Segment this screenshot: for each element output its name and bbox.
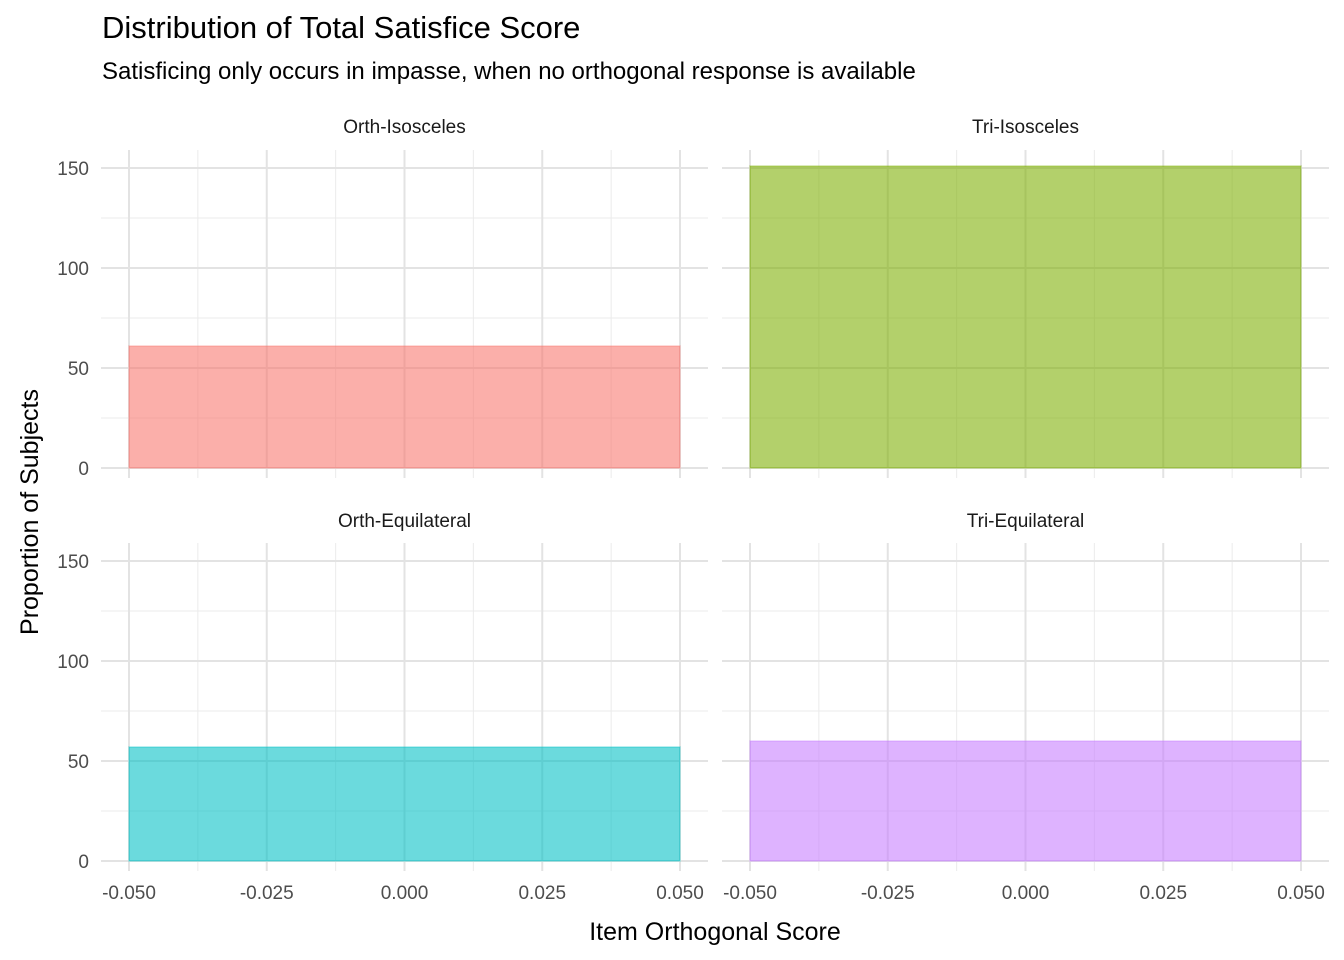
bar xyxy=(749,165,1302,469)
y-tick-label: 0 xyxy=(78,852,89,873)
chart-subtitle: Satisficing only occurs in impasse, when… xyxy=(102,58,916,85)
y-tick-label: 0 xyxy=(78,459,89,480)
facet-strip-label: Orth-Equilateral xyxy=(338,511,471,532)
bar xyxy=(749,740,1302,862)
x-axis-label: Item Orthogonal Score xyxy=(589,918,841,946)
x-tick-label: 0.000 xyxy=(381,883,429,904)
chart-title: Distribution of Total Satisfice Score xyxy=(102,10,581,45)
y-tick-label: 50 xyxy=(68,359,89,380)
facet-panels: Orth-Isosceles 0 50 100 150 Tri-Isosceles Orth… xyxy=(57,117,1329,904)
facet-panel: Orth-Isosceles 0 50 100 150 xyxy=(57,117,708,480)
y-tick-label: 150 xyxy=(57,552,89,573)
y-tick-label: 100 xyxy=(57,259,89,280)
facet-strip-label: Tri-Isosceles xyxy=(972,117,1079,138)
y-tick-label: 150 xyxy=(57,159,89,180)
facet-panel: Tri-Isosceles xyxy=(722,117,1329,478)
x-tick-label: -0.050 xyxy=(102,883,156,904)
bar xyxy=(128,746,681,862)
facet-panel: Orth-Equilateral 0 50 100 150 -0.050 -0.025 0.0… xyxy=(57,511,708,904)
facet-panel: Tri-Equilateral -0.050 -0.025 0.000 0.025 0.0… xyxy=(722,511,1329,904)
x-tick-label: 0.025 xyxy=(518,883,566,904)
facet-strip-label: Tri-Equilateral xyxy=(967,511,1085,532)
bar xyxy=(128,345,681,469)
x-tick-label: -0.025 xyxy=(861,883,915,904)
x-tick-label: 0.025 xyxy=(1139,883,1187,904)
x-tick-label: 0.000 xyxy=(1002,883,1050,904)
x-tick-label: 0.050 xyxy=(656,883,704,904)
x-tick-label: -0.050 xyxy=(723,883,777,904)
x-tick-label: 0.050 xyxy=(1277,883,1325,904)
y-tick-label: 100 xyxy=(57,652,89,673)
facet-strip-label: Orth-Isosceles xyxy=(343,117,465,138)
y-tick-label: 50 xyxy=(68,752,89,773)
y-axis-label: Proportion of Subjects xyxy=(16,389,44,635)
x-tick-label: -0.025 xyxy=(240,883,294,904)
